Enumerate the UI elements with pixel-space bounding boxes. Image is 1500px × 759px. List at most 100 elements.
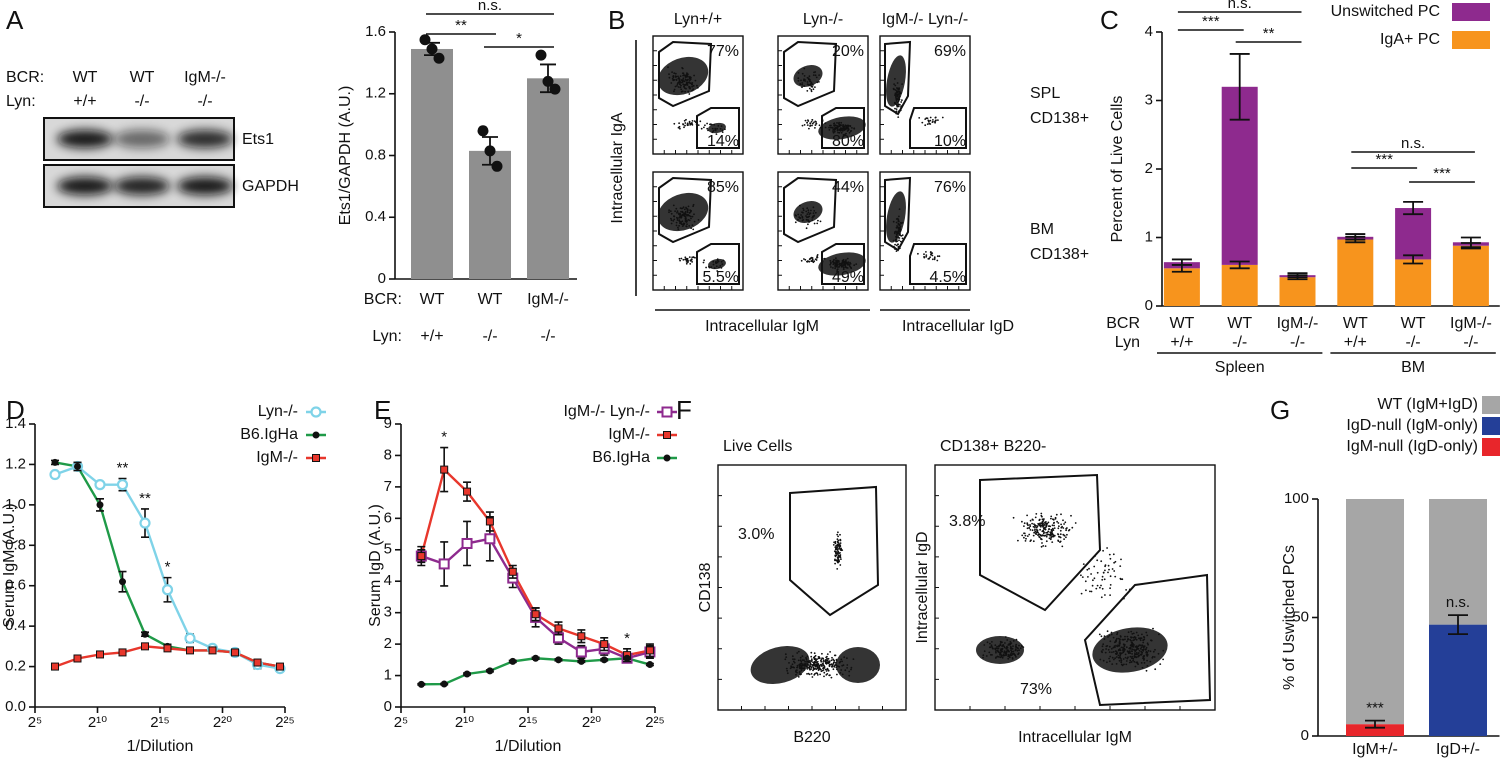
event-dot [800,669,803,672]
event-dot [833,541,835,544]
marker [600,656,608,664]
event-dot [801,659,804,661]
event-dot [1087,576,1089,578]
event-dot [1026,522,1029,524]
flow-row-label: CD138+ [1030,110,1089,127]
event-dot [896,101,899,104]
event-dot [925,254,928,256]
event-dot [1140,654,1142,656]
event-dot [673,88,676,91]
event-dot [1111,568,1114,570]
event-dot [1151,656,1154,659]
significance-label: * [624,630,630,647]
event-dot [809,122,812,125]
event-dot [999,651,1002,653]
event-dot [692,228,695,231]
panel-letter: C [1100,5,1119,35]
event-dot [684,78,687,81]
marker [661,406,673,418]
event-dot [835,666,838,669]
bar-segment [1395,259,1432,306]
event-dot [1129,655,1132,658]
event-dot [1012,652,1014,655]
event-dot [1039,528,1041,531]
gate [696,107,740,149]
event-dot [817,656,820,658]
event-dot [931,258,934,261]
event-dot [1036,529,1039,532]
event-dot [1024,540,1027,542]
event-dot [825,670,828,672]
event-dot [1158,633,1160,636]
event-dot [829,263,832,266]
event-dot [1112,553,1115,556]
event-dot [1021,520,1023,523]
event-dot [693,220,696,223]
marker [645,646,654,655]
event-dot [1042,545,1045,547]
event-dot [814,659,817,661]
event-dot [844,261,847,263]
event-dot [1134,653,1136,656]
event-dot [1132,636,1135,639]
event-dot [1109,587,1111,590]
event-dot [687,259,689,262]
event-dot [847,261,850,264]
event-dot [823,665,825,667]
x-tick-label: IgM-/- [527,291,569,308]
event-dot [801,663,804,666]
event-dot [1113,658,1115,661]
event-dot [840,669,843,671]
event-dot [669,210,672,213]
x-tick-label: -/- [482,328,497,345]
event-dot [1116,637,1118,640]
blot-band [177,130,233,148]
event-dot [1051,524,1054,527]
panel-letter: B [608,5,625,35]
event-dot [682,222,685,225]
event-dot [1100,596,1103,599]
event-dot [839,549,842,551]
event-dot [1135,656,1138,659]
gate-percent: 76% [934,179,966,196]
error-bar [1229,260,1250,270]
event-dot [686,258,689,260]
event-dot [803,669,806,671]
event-dot [1125,663,1128,666]
y-tick-label: 1.2 [5,455,26,472]
blot-lane-label: IgM-/- [184,69,226,86]
gate-percent: 14% [707,133,739,150]
event-dot [690,210,692,213]
event-dot [1057,522,1060,524]
event-dot [931,252,934,255]
event-dot [894,102,896,105]
event-dot [671,77,674,80]
event-dot [806,663,809,665]
blot-lane-label: +/+ [73,93,96,110]
event-dot [835,124,838,127]
event-dot [1074,522,1077,524]
event-dot [716,127,718,130]
event-dot [674,72,677,75]
event-dot [846,657,848,660]
legend-label: IgA+ PC [1380,31,1440,48]
blot-band [114,177,170,195]
event-dot [898,103,901,106]
event-dot [801,83,804,86]
marker [186,646,194,655]
event-dot [1043,528,1045,530]
event-dot [1040,522,1043,524]
gate [783,40,838,108]
event-dot [1003,652,1005,654]
event-dot [806,673,808,675]
event-dot [721,129,724,132]
x-tick-label: +/+ [1344,334,1367,351]
x-tick-label: IgD+/- [1436,741,1480,758]
event-dot [899,230,902,233]
legend-label: IgM-/- Lyn-/- [563,403,650,420]
event-dot [1005,651,1008,654]
event-dot [1040,535,1043,537]
event-dot [1010,642,1013,644]
event-dot [797,218,799,221]
event-dot [686,83,688,86]
